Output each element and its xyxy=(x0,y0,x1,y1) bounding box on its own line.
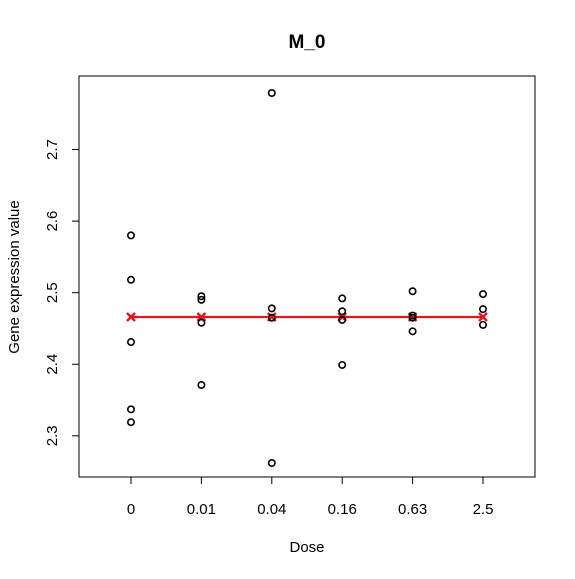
data-point xyxy=(338,307,347,316)
y-tick-label: 2.7 xyxy=(44,139,61,160)
x-axis: 0 0.01 0.04 0.16 0.63 2.5 xyxy=(127,476,494,518)
x-tick-label: 0.63 xyxy=(398,501,427,518)
y-tick-label: 2.4 xyxy=(44,354,61,375)
x-tick-label: 0 xyxy=(127,501,135,518)
data-point xyxy=(127,338,136,347)
data-point xyxy=(127,418,136,427)
data-point xyxy=(197,295,206,304)
data-point xyxy=(478,290,487,299)
data-point xyxy=(408,313,417,322)
data-point xyxy=(267,313,276,322)
data-point xyxy=(267,304,276,313)
data-point xyxy=(338,294,347,303)
chart-title: M_0 xyxy=(289,32,326,53)
data-point xyxy=(127,405,136,414)
fit-line-group xyxy=(126,312,488,322)
data-point xyxy=(127,275,136,284)
fit-marker xyxy=(196,312,207,322)
data-point xyxy=(338,315,347,324)
data-point xyxy=(267,458,276,467)
plot-frame xyxy=(78,75,536,478)
data-point xyxy=(408,327,417,336)
x-tick-label: 2.5 xyxy=(473,501,494,518)
x-axis-label: Dose xyxy=(289,539,324,556)
y-axis-label: Gene expression value xyxy=(6,200,23,353)
x-tick-label: 0.16 xyxy=(328,501,357,518)
data-point xyxy=(338,360,347,369)
data-point xyxy=(197,318,206,327)
data-point xyxy=(267,89,276,98)
data-point xyxy=(478,305,487,314)
y-tick-label: 2.5 xyxy=(44,282,61,303)
y-tick-label: 2.6 xyxy=(44,211,61,232)
data-point xyxy=(478,320,487,329)
fit-marker xyxy=(126,312,136,322)
y-axis: 2.3 2.4 2.5 2.6 2.7 xyxy=(44,139,80,446)
data-point xyxy=(408,287,417,296)
fit-marker xyxy=(478,312,488,322)
y-tick-label: 2.3 xyxy=(44,425,61,446)
x-tick-label: 0.01 xyxy=(187,501,216,518)
data-point xyxy=(127,231,136,240)
data-point xyxy=(197,380,206,389)
data-point xyxy=(197,292,206,301)
x-tick-label: 0.04 xyxy=(257,501,286,518)
data-points xyxy=(127,89,487,467)
